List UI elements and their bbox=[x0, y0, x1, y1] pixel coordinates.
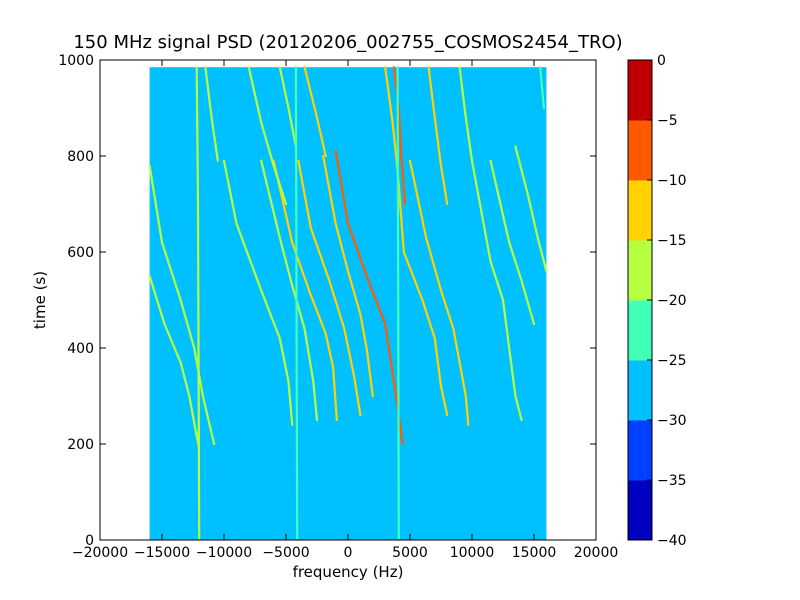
signal-trace bbox=[278, 66, 297, 148]
signal-trace bbox=[148, 164, 216, 446]
x-tick-label: 15000 bbox=[512, 545, 557, 561]
colorbar-segment bbox=[628, 480, 652, 541]
colorbar-segment bbox=[628, 240, 652, 301]
colorbar-segment bbox=[628, 120, 652, 181]
colorbar-tick-label: −35 bbox=[657, 473, 687, 489]
signal-trace bbox=[396, 66, 400, 542]
chart-title: 150 MHz signal PSD (20120206_002755_COSM… bbox=[73, 32, 622, 53]
plot-area bbox=[148, 66, 548, 542]
signal-trace bbox=[427, 66, 449, 206]
signal-trace bbox=[222, 159, 294, 426]
signal-trace bbox=[195, 66, 201, 542]
x-tick-label: 20000 bbox=[574, 545, 619, 561]
signal-trace bbox=[294, 66, 299, 542]
signal-trace bbox=[260, 159, 319, 422]
colorbar-segment bbox=[628, 300, 652, 361]
colorbar-tick-label: −5 bbox=[657, 113, 678, 129]
y-tick-label: 600 bbox=[67, 245, 94, 261]
colorbar-segment bbox=[628, 60, 652, 121]
colorbar-tick-label: −10 bbox=[657, 173, 687, 189]
x-tick-label: −20000 bbox=[72, 545, 128, 561]
signal-trace bbox=[297, 159, 362, 417]
signal-trace bbox=[489, 159, 536, 326]
y-tick-label: 400 bbox=[67, 341, 94, 357]
y-tick-label: 0 bbox=[85, 533, 94, 549]
signal-trace bbox=[303, 66, 327, 158]
signal-trace bbox=[408, 159, 470, 426]
signal-trace bbox=[247, 66, 288, 206]
y-axis-label: time (s) bbox=[31, 271, 49, 329]
colorbar-segment bbox=[628, 180, 652, 241]
signal-trace bbox=[514, 145, 548, 273]
y-tick-label: 800 bbox=[67, 149, 94, 165]
signal-trace bbox=[458, 66, 523, 422]
colorbar-tick-label: −15 bbox=[657, 233, 687, 249]
signal-trace bbox=[272, 159, 338, 422]
x-axis-label: frequency (Hz) bbox=[293, 563, 404, 581]
signal-trace bbox=[539, 66, 546, 110]
x-tick-label: −15000 bbox=[134, 545, 190, 561]
colorbar-tick-label: 0 bbox=[657, 53, 666, 69]
signal-trace bbox=[384, 66, 449, 417]
y-axis: 0 200 400 600 800 1000 bbox=[58, 53, 596, 549]
x-tick-label: −5000 bbox=[262, 545, 309, 561]
colorbar-tick-label: −40 bbox=[657, 533, 687, 549]
y-tick-label: 200 bbox=[67, 437, 94, 453]
x-tick-label: 0 bbox=[344, 545, 353, 561]
heatmap-background bbox=[149, 67, 547, 540]
colorbar-tick-label: −25 bbox=[657, 353, 687, 369]
signal-trace bbox=[204, 66, 219, 162]
colorbar-tick-label: −20 bbox=[657, 293, 687, 309]
colorbar-segment bbox=[628, 360, 652, 421]
signal-trace bbox=[148, 274, 201, 450]
signal-trace bbox=[322, 154, 374, 398]
colorbar-segment bbox=[628, 420, 652, 481]
colorbar-tick-label: −30 bbox=[657, 413, 687, 429]
x-tick-label: 10000 bbox=[450, 545, 495, 561]
x-tick-label: −10000 bbox=[196, 545, 252, 561]
y-tick-label: 1000 bbox=[58, 53, 94, 69]
signal-trace bbox=[392, 66, 407, 206]
x-tick-label: 5000 bbox=[392, 545, 428, 561]
colorbar: 0 −5 −10 −15 −20 −25 −30 −35 −40 bbox=[627, 53, 687, 549]
x-axis: −20000 −15000 −10000 −5000 0 5000 10000 15000 20… bbox=[72, 60, 618, 561]
